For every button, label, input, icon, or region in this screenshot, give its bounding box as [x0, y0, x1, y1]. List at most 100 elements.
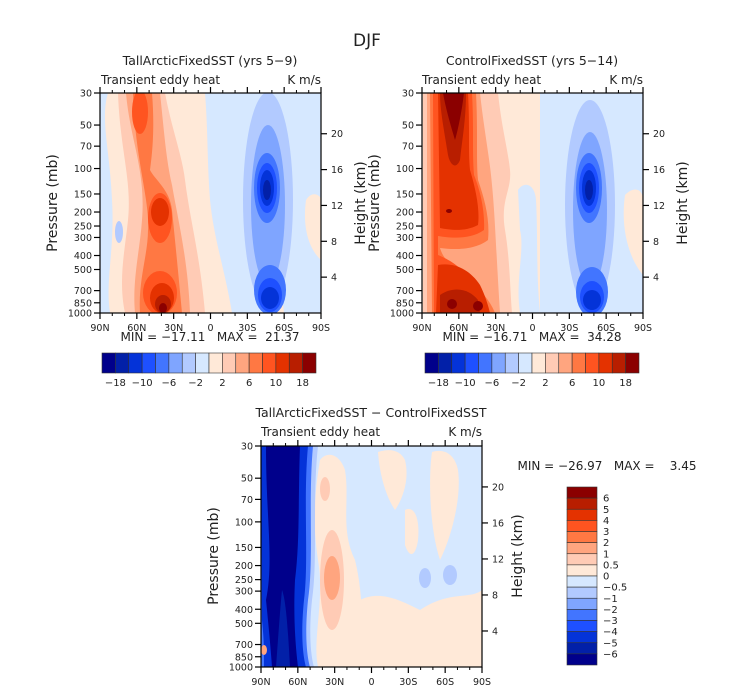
colorbar-box	[566, 653, 598, 666]
y-right-tick-label: 4	[653, 273, 659, 284]
y-tick-label: 250	[74, 222, 92, 233]
colorbar-label: 18	[296, 378, 309, 389]
panel-tallarctic: TallArcticFixedSST (yrs 5−9) Transient e…	[45, 53, 369, 389]
colorbar-label: −2	[603, 605, 618, 616]
colorbar-box	[531, 352, 546, 374]
contour-pos-1c	[623, 189, 643, 275]
colorbar-label: −18	[428, 378, 449, 389]
colorbar-box	[181, 352, 196, 374]
contour-neg-small	[115, 221, 123, 243]
contour-neg-6	[263, 180, 271, 200]
y-tick-label: 250	[396, 222, 414, 233]
contour-pos-5a	[132, 93, 148, 134]
y-tick-label: 1000	[68, 309, 92, 320]
colorbar-label: 1	[603, 549, 609, 560]
colorbar-box	[262, 352, 277, 374]
y-axis-right-label: Height (km)	[510, 514, 526, 597]
y-tick-label: 30	[402, 89, 414, 100]
y-tick-label: 200	[235, 561, 253, 572]
x-tick-label: 30S	[399, 677, 417, 688]
colorbar-box	[611, 352, 626, 374]
colorbar-label: −1	[603, 594, 618, 605]
colorbar-label: −2	[188, 378, 203, 389]
colorbar-box	[101, 352, 116, 374]
y-tick-label: 400	[74, 251, 92, 262]
colorbar-box	[518, 352, 533, 374]
y-right-tick-label: 4	[492, 626, 498, 637]
colorbar-box	[302, 352, 317, 374]
y-tick-label: 1000	[229, 663, 253, 674]
contour-pos-8	[159, 303, 167, 313]
y-axis-label: Pressure (mb)	[206, 507, 222, 605]
contour-neg-patch2	[443, 565, 457, 585]
y-tick-label: 1000	[390, 309, 414, 320]
colorbar-label: −10	[455, 378, 476, 389]
colorbar-box	[566, 586, 598, 599]
y-tick-label: 50	[80, 121, 92, 132]
colorbar-box	[598, 352, 613, 374]
y-right-tick-label: 8	[653, 237, 659, 248]
y-tick-label: 150	[235, 543, 253, 554]
y-tick-label: 70	[402, 142, 414, 153]
y-tick-label: 500	[74, 265, 92, 276]
contour-pos-1b	[378, 450, 407, 510]
colorbar-box	[424, 352, 439, 374]
x-tick-label: 90S	[473, 677, 491, 688]
contour-neg-inner	[276, 590, 290, 667]
colorbar-box	[478, 352, 493, 374]
contour-pos-6a	[151, 198, 169, 226]
y-tick-label: 150	[396, 189, 414, 200]
colorbar-label: 4	[603, 516, 609, 527]
colorbar-box	[566, 520, 598, 532]
colorbar-box	[566, 531, 598, 543]
colorbar-label: 5	[603, 505, 609, 516]
colorbar-box	[288, 352, 303, 374]
colorbar-box	[625, 352, 640, 374]
x-tick-label: 90S	[312, 323, 330, 334]
colorbar-label: −18	[105, 378, 126, 389]
contour-pos-3	[324, 556, 340, 600]
colorbar-label: 18	[619, 378, 632, 389]
contour-field	[100, 93, 321, 313]
colorbar-box	[566, 642, 598, 655]
y-right-tick-label: 12	[492, 554, 504, 565]
colorbar-box	[491, 352, 506, 374]
y-right-tick-label: 20	[331, 129, 343, 140]
colorbar-box	[566, 486, 598, 499]
colorbar-label: 0	[603, 572, 609, 583]
colorbar-box	[222, 352, 237, 374]
y-right-tick-label: 12	[653, 201, 665, 212]
min-max-label: MIN = −17.11 MAX = 21.37	[120, 330, 299, 344]
contour-pos-8d	[446, 209, 452, 213]
contour-neg-lobe	[518, 184, 540, 313]
colorbar-box	[566, 497, 598, 510]
figure-title: DJF	[353, 31, 381, 51]
y-right-tick-label: 16	[653, 165, 665, 176]
y-tick-label: 50	[402, 121, 414, 132]
contour-pos-edge	[261, 645, 267, 655]
y-axis-label: Pressure (mb)	[367, 154, 383, 252]
colorbar-box	[571, 352, 586, 374]
panel-title: TallArcticFixedSST − ControlFixedSST	[254, 405, 486, 420]
y-tick-label: 150	[74, 189, 92, 200]
x-tick-label: 60N	[127, 323, 146, 334]
contour-pos-1c	[430, 450, 459, 560]
x-tick-label: 90N	[412, 323, 431, 334]
contour-pos-1d	[405, 509, 419, 555]
colorbar-box	[566, 575, 598, 588]
y-tick-label: 250	[235, 575, 253, 586]
contour-neg-6	[585, 180, 593, 200]
colorbar-box	[545, 352, 560, 374]
y-tick-label: 100	[235, 517, 253, 528]
colorbar-label: 10	[270, 378, 283, 389]
panel-title: TallArcticFixedSST (yrs 5−9)	[122, 53, 298, 68]
x-tick-label: 90S	[634, 323, 652, 334]
y-tick-label: 200	[74, 208, 92, 219]
y-right-tick-label: 8	[492, 590, 498, 601]
x-tick-label: 30S	[238, 323, 256, 334]
left-subtitle: Transient eddy heat	[100, 73, 220, 87]
y-tick-label: 30	[241, 442, 253, 453]
y-tick-label: 700	[74, 286, 92, 297]
x-tick-label: 90N	[251, 677, 270, 688]
